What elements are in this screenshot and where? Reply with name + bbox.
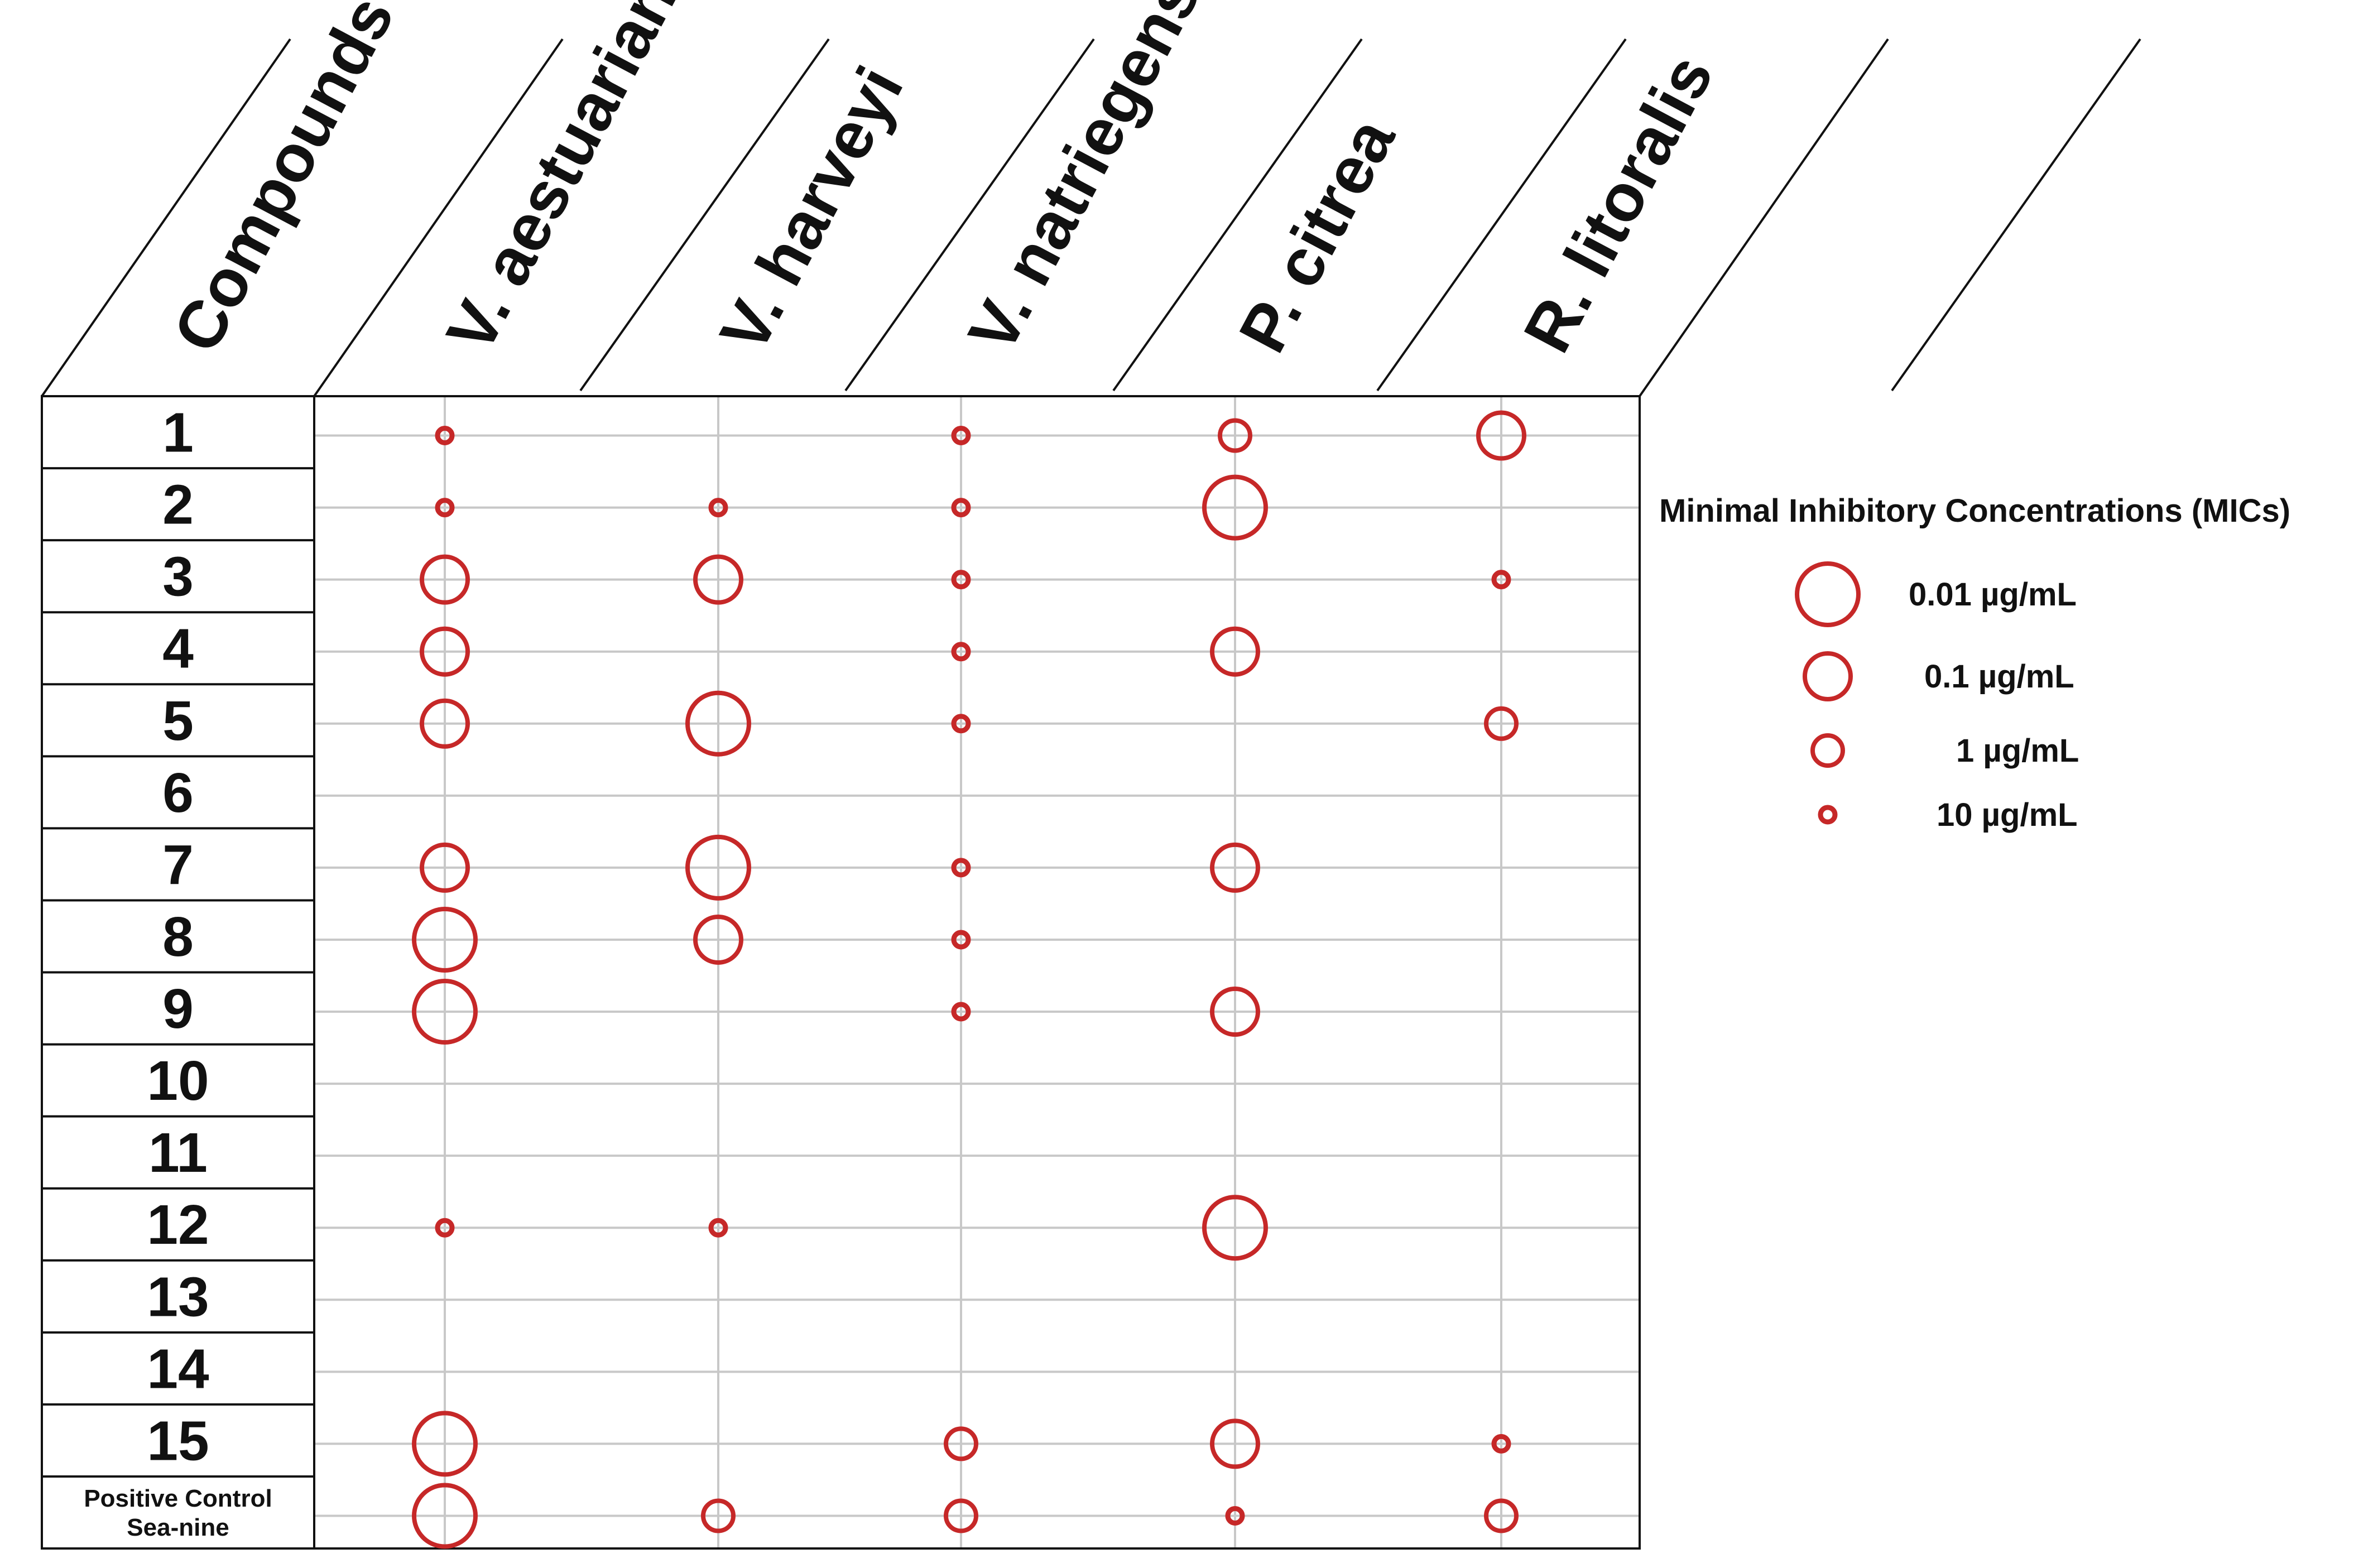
mic-bubble: [951, 570, 971, 590]
mic-bubble: [693, 554, 743, 605]
mic-bubble: [420, 554, 470, 605]
header-compounds: Compounds: [159, 0, 409, 364]
legend-label: 0.1 µg/mL: [1924, 658, 2074, 695]
legend-marker: [1803, 651, 1853, 701]
mic-bubble: [1484, 1498, 1519, 1533]
mic-bubble: [701, 1498, 736, 1533]
mic-bubble: [420, 698, 470, 749]
mic-bubble: [951, 642, 971, 662]
mic-bubble: [951, 714, 971, 734]
row-label-11: 11: [148, 1122, 208, 1184]
mic-bubble: [685, 690, 751, 757]
header-slant-line: [579, 38, 830, 392]
mic-bubble: [951, 1002, 971, 1022]
header-slant-line: [1376, 38, 1627, 392]
header-column-1: V. aestuarianus: [433, 0, 728, 364]
mic-bubble: [435, 426, 455, 446]
row-label-10: 10: [147, 1050, 209, 1112]
header-column-2: V. harveyi: [706, 55, 917, 364]
mic-bubble: [420, 626, 470, 677]
legend-marker: [1795, 561, 1861, 627]
row-label-2: 2: [162, 474, 194, 536]
mic-bubble: [708, 498, 728, 518]
mic-bubble: [1225, 1506, 1245, 1526]
mic-bubble: [1218, 418, 1252, 453]
mic-bubble: [1202, 474, 1268, 541]
mic-bubble: [944, 1426, 978, 1461]
mic-bubble: [951, 498, 971, 518]
row-label-14: 14: [147, 1338, 209, 1400]
row-label-15: 15: [147, 1410, 209, 1472]
mic-bubble: [435, 1218, 455, 1238]
mic-bubble: [435, 498, 455, 518]
mic-bubble: [1210, 1418, 1260, 1469]
row-label-1: 1: [162, 402, 194, 464]
grid-layer: [314, 396, 1640, 1548]
row-label-positive-control: Positive Control: [84, 1485, 272, 1512]
mic-bubble: [1476, 410, 1526, 461]
mic-bubble: [944, 1498, 978, 1533]
header-slant-line: [844, 38, 1095, 392]
legend-marker: [1818, 805, 1838, 825]
mic-bubble: [1210, 842, 1260, 893]
row-sublabel-sea-nine: Sea-nine: [127, 1514, 229, 1541]
row-label-13: 13: [147, 1266, 209, 1328]
mic-bubble: [1202, 1195, 1268, 1261]
header-slant-line: [41, 38, 291, 397]
legend-layer: Minimal Inhibitory Concentrations (MICs)…: [1659, 493, 2290, 833]
row-label-6: 6: [162, 762, 194, 824]
mic-bubble: [412, 906, 478, 973]
header-slant-line: [313, 38, 564, 397]
bubble-layer: [412, 410, 1526, 1549]
mic-bubble: [1491, 1434, 1511, 1454]
row-label-8: 8: [162, 906, 194, 968]
frame-layer: [41, 395, 1641, 1550]
mic-bubble: [1210, 987, 1260, 1037]
legend-label: 1 µg/mL: [1956, 733, 2079, 769]
mic-bubble: [951, 426, 971, 446]
header-slant-line: [1639, 38, 1889, 397]
mic-bubble: [951, 858, 971, 878]
mic-bubble: [412, 1483, 478, 1549]
mic-bubble: [951, 930, 971, 950]
row-label-5: 5: [162, 690, 194, 752]
mic-bubble: [420, 842, 470, 893]
mic-bubble: [693, 914, 743, 965]
header-slant-line: [1112, 38, 1363, 392]
mic-bubble: [708, 1218, 728, 1238]
header-column-4: P. citrea: [1225, 106, 1410, 364]
row-label-7: 7: [162, 834, 194, 896]
mic-bubble: [1484, 706, 1519, 741]
header-slant-line: [1891, 38, 2141, 392]
row-label-4: 4: [162, 618, 194, 680]
row-label-12: 12: [147, 1194, 209, 1256]
legend-label: 10 µg/mL: [1937, 797, 2078, 833]
legend-title: Minimal Inhibitory Concentrations (MICs): [1659, 493, 2290, 529]
legend-label: 0.01 µg/mL: [1909, 576, 2077, 613]
mic-bubble: [685, 834, 751, 901]
row-label-9: 9: [162, 978, 194, 1040]
row-label-3: 3: [162, 546, 194, 608]
legend-marker: [1810, 733, 1845, 768]
mic-bubble: [412, 1411, 478, 1477]
mic-bubble: [412, 979, 478, 1045]
mic-bubble: [1491, 570, 1511, 590]
mic-bubble: [1210, 626, 1260, 677]
